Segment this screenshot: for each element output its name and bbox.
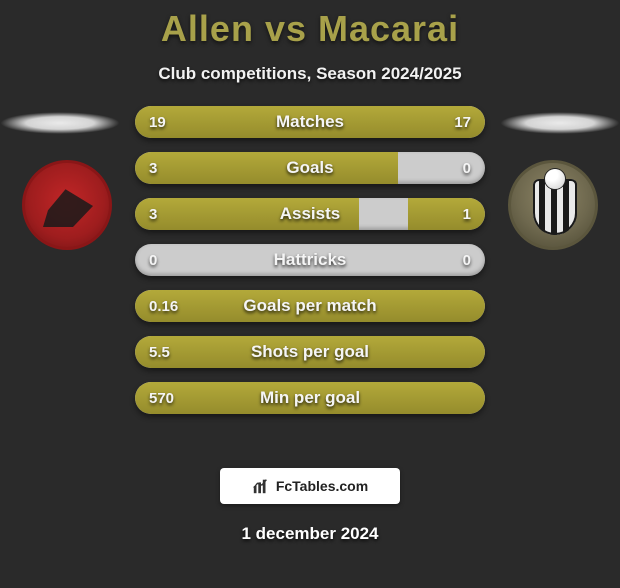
stat-bars: 1917Matches30Goals31Assists00Hattricks0.… <box>135 106 485 428</box>
stat-bar-left-fill <box>135 198 359 230</box>
stat-bar: 31Assists <box>135 198 485 230</box>
subtitle: Club competitions, Season 2024/2025 <box>0 64 620 84</box>
stat-bar: 30Goals <box>135 152 485 184</box>
stat-bar-right-fill <box>408 198 485 230</box>
stat-bar-left-fill <box>135 106 321 138</box>
stat-bar: 0.16Goals per match <box>135 290 485 322</box>
crest-right-ball-icon <box>545 169 565 189</box>
stat-bar: 0 0Hattricks <box>135 244 485 276</box>
player-right-shadow <box>500 112 620 134</box>
team-crest-left <box>22 160 112 250</box>
stat-bar-right-fill <box>321 106 486 138</box>
player-left-shadow <box>0 112 120 134</box>
stat-value-right: 0 <box>463 244 471 276</box>
stat-bar-left-fill <box>135 290 485 322</box>
page-title: Allen vs Macarai <box>0 8 620 50</box>
stat-bar-left-fill <box>135 382 485 414</box>
stat-value-left: 0 <box>149 244 157 276</box>
footer-date: 1 december 2024 <box>0 524 620 544</box>
stat-value-right: 0 <box>463 152 471 184</box>
comparison-stage: 1917Matches30Goals31Assists00Hattricks0.… <box>0 110 620 440</box>
stat-bar: 1917Matches <box>135 106 485 138</box>
brand-badge[interactable]: FcTables.com <box>220 468 400 504</box>
team-crest-right <box>508 160 598 250</box>
brand-chart-icon <box>252 477 270 495</box>
brand-text: FcTables.com <box>276 478 368 494</box>
stat-bar-left-fill <box>135 152 398 184</box>
stat-bar: 570Min per goal <box>135 382 485 414</box>
stat-label: Hattricks <box>135 244 485 276</box>
stat-bar: 5.5Shots per goal <box>135 336 485 368</box>
stat-bar-left-fill <box>135 336 485 368</box>
